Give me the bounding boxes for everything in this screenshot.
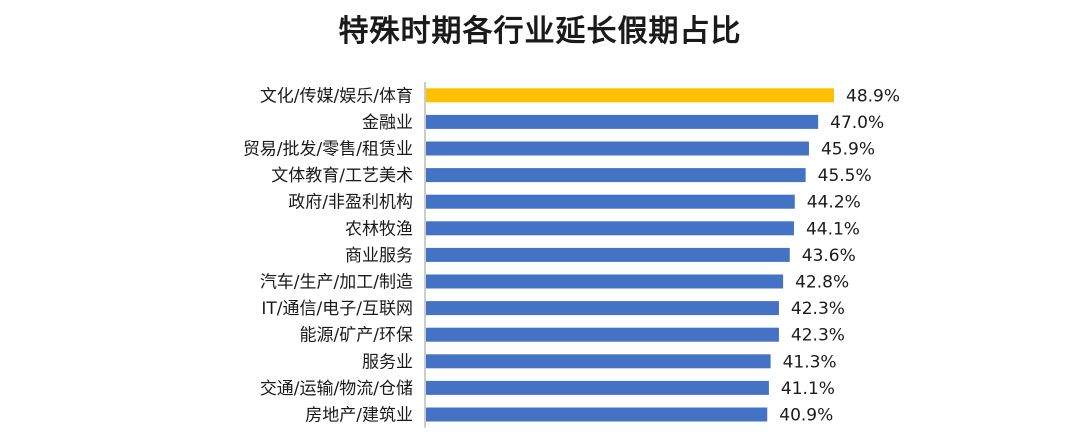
bar <box>426 274 784 289</box>
category-label: 商业服务 <box>345 246 413 266</box>
value-label: 47.0% <box>830 113 884 133</box>
category-label: 农林牧渔 <box>345 219 413 239</box>
value-label: 45.9% <box>821 140 875 160</box>
bar <box>426 141 809 156</box>
bar <box>426 407 768 422</box>
value-label: 44.2% <box>807 193 861 213</box>
chart-title: 特殊时期各行业延长假期占比 <box>338 14 742 49</box>
value-label: 43.6% <box>802 246 856 266</box>
category-label: 能源/矿产/环保 <box>300 326 413 346</box>
category-label: 政府/非盈利机构 <box>288 193 413 213</box>
value-label: 40.9% <box>779 406 833 426</box>
value-label: 48.9% <box>846 86 900 106</box>
category-label: 服务业 <box>362 352 413 372</box>
category-label: 交通/运输/物流/仓储 <box>260 379 413 399</box>
value-labels-group: 48.9% 47.0% 45.9% 45.5% 44.2% 44.1% 43.6% 42.8%… <box>779 86 900 425</box>
bar <box>426 221 794 236</box>
bar <box>426 168 806 183</box>
category-label: IT/通信/电子/互联网 <box>261 299 413 319</box>
bar <box>426 194 795 209</box>
bar <box>426 354 771 369</box>
bar <box>426 114 819 129</box>
bar <box>426 301 779 316</box>
value-label: 45.5% <box>818 166 872 186</box>
category-label: 房地产/建筑业 <box>305 406 413 426</box>
category-label: 文化/传媒/娱乐/体育 <box>260 86 413 106</box>
value-label: 42.3% <box>791 326 845 346</box>
bar <box>426 88 834 103</box>
bar <box>426 380 769 395</box>
value-label: 44.1% <box>806 219 860 239</box>
value-label: 41.3% <box>783 352 837 372</box>
category-label: 金融业 <box>362 113 413 133</box>
category-label: 文体教育/工艺美术 <box>271 166 413 186</box>
bars-group <box>426 88 834 422</box>
category-label: 汽车/生产/加工/制造 <box>260 273 413 293</box>
bar <box>426 247 790 262</box>
category-labels-group: 文化/传媒/娱乐/体育金融业贸易/批发/零售/租赁业文体教育/工艺美术政府/非盈… <box>243 86 413 425</box>
value-label: 41.1% <box>781 379 835 399</box>
bar <box>426 327 779 342</box>
value-label: 42.3% <box>791 299 845 319</box>
category-label: 贸易/批发/零售/租赁业 <box>243 140 413 160</box>
value-label: 42.8% <box>795 273 849 293</box>
